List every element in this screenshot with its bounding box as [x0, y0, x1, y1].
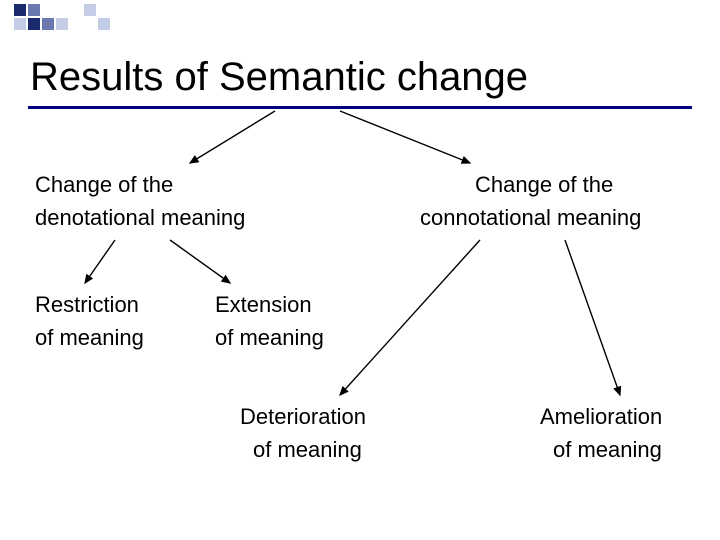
- deco-square: [56, 18, 68, 30]
- deco-square: [98, 18, 110, 30]
- deco-square: [14, 18, 26, 30]
- node-text: denotational meaning: [35, 205, 245, 230]
- deco-square: [84, 4, 96, 16]
- node-text: of meaning: [540, 437, 662, 462]
- deco-square: [28, 18, 40, 30]
- deco-square: [42, 18, 54, 30]
- deco-square: [14, 4, 26, 16]
- title-underline: [28, 106, 692, 109]
- node-text: Deterioration: [240, 404, 366, 429]
- node-text: Change of the: [475, 172, 613, 197]
- node-denotational: Change of the denotational meaning: [35, 168, 245, 234]
- arrow-line: [190, 111, 275, 163]
- node-text: Extension: [215, 292, 312, 317]
- node-text: Restriction: [35, 292, 139, 317]
- node-text: connotational meaning: [420, 205, 641, 230]
- node-text: Amelioration: [540, 404, 662, 429]
- node-connotational: Change of the connotational meaning: [420, 168, 641, 234]
- node-extension: Extension of meaning: [215, 288, 324, 354]
- node-text: of meaning: [215, 325, 324, 350]
- node-text: of meaning: [240, 437, 362, 462]
- arrow-line: [565, 240, 620, 395]
- arrow-line: [170, 240, 230, 283]
- arrow-line: [85, 240, 115, 283]
- node-restriction: Restriction of meaning: [35, 288, 144, 354]
- node-deterioration: Deterioration of meaning: [240, 400, 366, 466]
- node-amelioration: Amelioration of meaning: [540, 400, 662, 466]
- arrow-line: [340, 240, 480, 395]
- node-text: Change of the: [35, 172, 173, 197]
- arrow-line: [340, 111, 470, 163]
- page-title: Results of Semantic change: [30, 55, 528, 100]
- node-text: of meaning: [35, 325, 144, 350]
- deco-square: [28, 4, 40, 16]
